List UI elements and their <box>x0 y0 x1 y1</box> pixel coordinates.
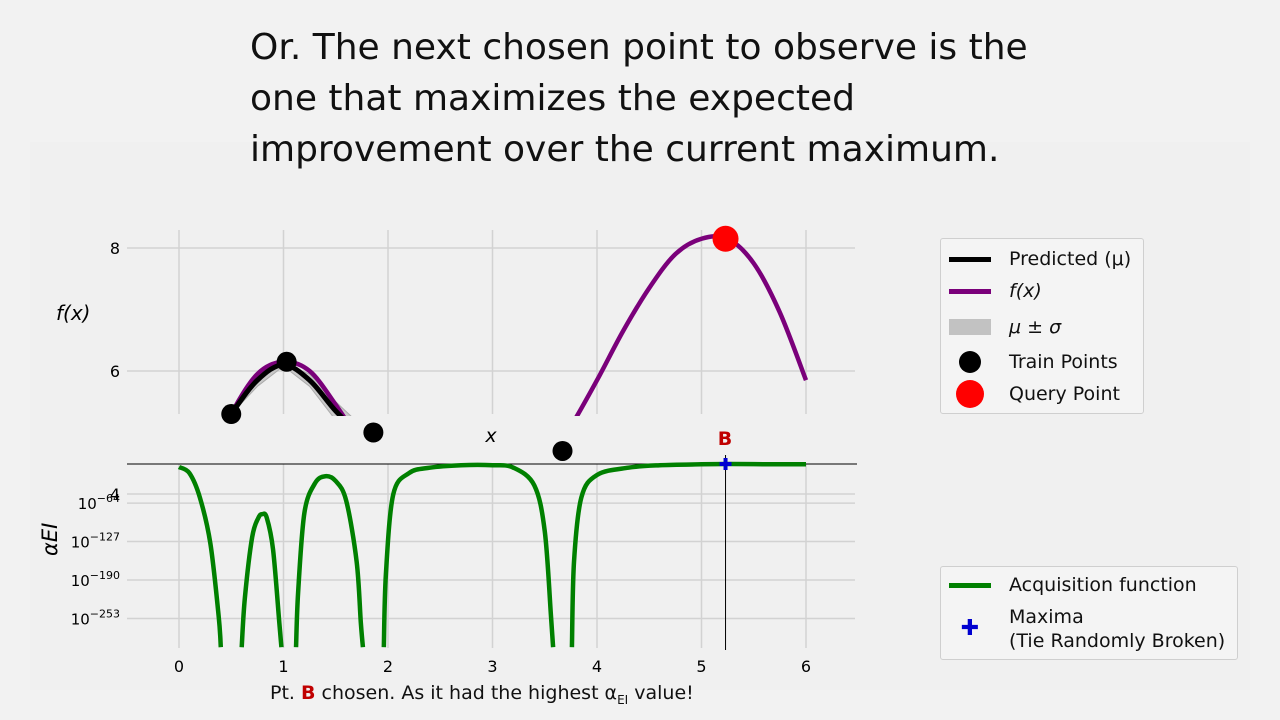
top-y-axis-label: f(x) <box>56 301 91 325</box>
legend-maxima-label-2: (Tie Randomly Broken) <box>1009 630 1226 652</box>
heading-line-3: improvement over the current maximum. <box>250 129 1000 170</box>
top-plot-grid <box>127 230 855 495</box>
top-y-tick-label: 4 <box>110 485 120 504</box>
acquisition-line-segment <box>177 464 224 648</box>
train-point <box>276 351 297 372</box>
bottom-x-tick-label: 6 <box>801 657 811 676</box>
plus-icon: ✚ <box>960 616 980 641</box>
marker-b-label: B <box>718 428 732 450</box>
legend-band-label: μ ± σ <box>1009 316 1062 338</box>
heading-line-1: Or. The next chosen point to observe is … <box>250 27 1028 68</box>
legend-predicted-label: Predicted (μ) <box>1009 248 1132 270</box>
bottom-x-ticks: 0 1 2 3 4 5 6 <box>174 657 811 676</box>
top-plot <box>221 225 809 461</box>
query-point <box>712 225 739 252</box>
caption-middle: chosen. As it had the highest α <box>315 682 618 704</box>
x-axis-label: x <box>484 425 497 447</box>
legend-band-swatch <box>949 319 991 335</box>
caption-point: B <box>301 682 316 704</box>
bottom-x-tick-label: 5 <box>696 657 706 676</box>
caption: Pt. B chosen. As it had the highest αEI … <box>270 682 694 707</box>
legend-train: Train Points <box>941 347 1118 377</box>
acquisition-line-segment <box>381 462 556 648</box>
legend-query-dot <box>956 380 984 408</box>
maxima-marker <box>719 458 732 470</box>
legend-band: μ ± σ <box>941 312 1061 342</box>
acquisition-line-segment <box>569 461 807 648</box>
caption-prefix: Pt. <box>270 682 301 704</box>
heading-line-2: one that maximizes the expected <box>250 78 855 119</box>
legend-fx: f(x) <box>941 276 1042 306</box>
bottom-x-tick-label: 3 <box>487 657 497 676</box>
legend-train-dot <box>959 351 981 373</box>
top-legend: Predicted (μ) f(x) μ ± σ Train Points Qu… <box>940 238 1144 414</box>
bottom-x-tick-label: 1 <box>278 657 288 676</box>
bottom-legend: Acquisition function ✚ Maxima (Tie Rando… <box>940 566 1238 660</box>
bottom-y-tick-label: 10−64 <box>78 492 120 513</box>
legend-query: Query Point <box>941 379 1120 409</box>
bottom-plot <box>177 455 807 650</box>
top-y-tick-label: 6 <box>110 362 120 381</box>
bottom-y-tick-label: 10−253 <box>71 608 120 629</box>
legend-fx-label: f(x) <box>1009 280 1042 302</box>
bottom-x-tick-label: 4 <box>592 657 602 676</box>
legend-query-label: Query Point <box>1009 383 1120 405</box>
predicted-mean-line <box>226 362 345 416</box>
train-point <box>552 440 573 461</box>
caption-sub: EI <box>617 692 629 707</box>
legend-acquisition-label: Acquisition function <box>1009 574 1197 596</box>
legend-maxima-text: Maxima (Tie Randomly Broken) <box>999 605 1225 653</box>
bottom-y-tick-label: 10−190 <box>71 569 120 590</box>
bottom-x-tick-label: 0 <box>174 657 184 676</box>
bottom-plot-area <box>177 461 807 648</box>
train-point <box>363 422 384 443</box>
bottom-y-ticks: 10−64 10−127 10−190 10−253 <box>71 492 120 628</box>
legend-maxima: ✚ Maxima (Tie Randomly Broken) <box>941 604 1225 654</box>
bottom-y-axis-label: αEI <box>38 523 62 556</box>
caption-suffix: value! <box>628 682 694 704</box>
train-point <box>221 404 242 425</box>
legend-fx-line <box>949 288 991 294</box>
legend-maxima-label: Maxima <box>1009 606 1084 628</box>
bottom-y-tick-label: 10−127 <box>71 531 120 552</box>
top-y-tick-label: 8 <box>110 239 120 258</box>
bottom-plot-grid <box>127 463 857 648</box>
legend-acquisition-line <box>949 582 991 588</box>
acquisition-line-segment <box>293 473 366 648</box>
top-y-ticks: 4 6 8 <box>110 239 120 504</box>
slide-heading: Or. The next chosen point to observe is … <box>250 22 1050 175</box>
legend-acquisition: Acquisition function <box>941 570 1197 600</box>
acquisition-line-segment <box>239 511 284 648</box>
legend-predicted-line <box>949 256 991 262</box>
legend-train-label: Train Points <box>1009 351 1118 373</box>
legend-predicted: Predicted (μ) <box>941 244 1131 274</box>
bottom-x-tick-label: 2 <box>383 657 393 676</box>
bottom-y-axis-label-text: αEI <box>38 522 62 556</box>
